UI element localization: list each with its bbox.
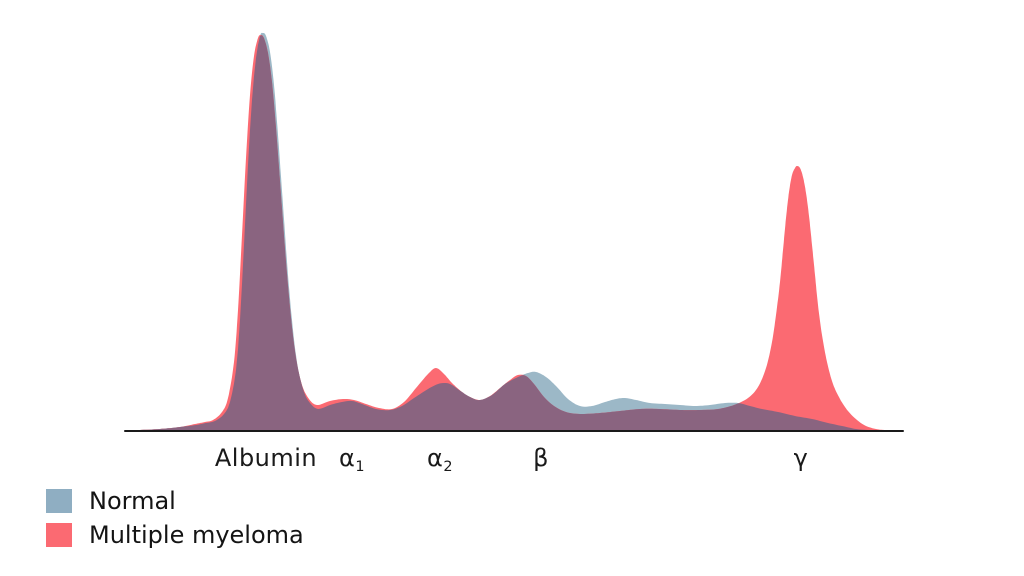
legend-label-myeloma: Multiple myeloma: [89, 521, 304, 549]
legend-swatch-myeloma: [46, 523, 72, 547]
legend-swatch-normal: [46, 489, 72, 513]
legend-item-myeloma: Multiple myeloma: [46, 521, 304, 549]
area-myeloma: [140, 35, 884, 430]
legend-label-normal: Normal: [89, 487, 176, 515]
legend: Normal Multiple myeloma: [46, 487, 304, 556]
legend-item-normal: Normal: [46, 487, 304, 515]
